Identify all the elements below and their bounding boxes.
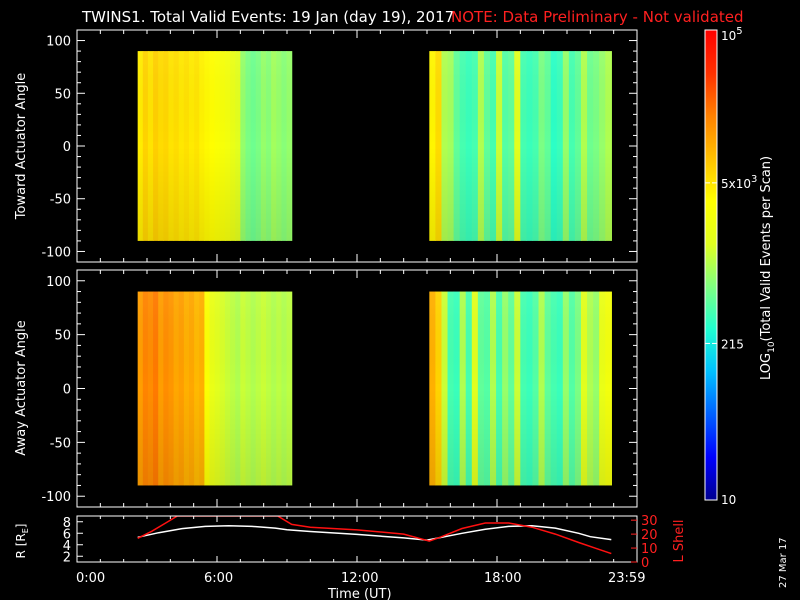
line-ytick-left-label-1: 6	[63, 527, 71, 542]
colorbar-tick-label-1: 5x103	[721, 174, 757, 191]
toward-block-1-shading	[429, 51, 612, 241]
away-ytick-label-3: -50	[50, 436, 71, 451]
colorbar-ticks: 105 5x103 215 10	[705, 26, 757, 507]
toward-ytick-label-4: -100	[41, 245, 71, 260]
xtick-label-4: 23:59	[608, 571, 645, 586]
toward-y-axis-label: Toward Actuator Angle	[14, 73, 29, 220]
r-re-series-line	[137, 525, 612, 541]
xtick-label-2: 12:00	[341, 571, 378, 586]
figure-title: TWINS1. Total Valid Events: 19 Jan (day …	[81, 8, 454, 26]
date-stamp: 27 Mar 17	[778, 537, 789, 588]
preliminary-note: NOTE: Data Preliminary - Not validated	[451, 8, 744, 26]
toward-ytick-label-1: 50	[54, 87, 71, 102]
line-ytick-right-label-2: 10	[641, 542, 658, 557]
away-y-axis-label: Away Actuator Angle	[14, 320, 29, 455]
colorbar-scale	[704, 29, 718, 501]
toward-ytick-label-3: -50	[50, 193, 71, 208]
away-ytick-label-2: 0	[63, 383, 71, 398]
l-shell-series-line	[137, 516, 612, 555]
xtick-label-3: 18:00	[484, 571, 521, 586]
away-ytick-label-1: 50	[54, 329, 71, 344]
line-ytick-left-label-3: 2	[63, 550, 71, 565]
line-ytick-left-label-0: 8	[63, 516, 71, 531]
away-block-1-shading	[429, 291, 612, 486]
away-ytick-label-0: 100	[46, 275, 71, 290]
colorbar-tick-label-0: 105	[721, 26, 743, 43]
colorbar-tick-label-3: 10	[721, 493, 736, 507]
xtick-label-1: 6:00	[204, 571, 233, 586]
colorbar-label: LOG10(Total Valid Events per Scan)	[759, 156, 777, 380]
toward-block-0-shading	[137, 51, 292, 241]
line-ytick-right-label-1: 20	[641, 528, 658, 543]
toward-ytick-label-2: 0	[63, 140, 71, 155]
r-re-axis-label: R [RE]	[14, 524, 30, 559]
line-panel-frame	[76, 515, 638, 563]
away-block-0-shading	[137, 291, 292, 486]
l-shell-axis-label: L Shell	[672, 519, 687, 562]
line-ytick-right-label-0: 30	[641, 514, 658, 529]
x-axis-label: Time (UT)	[327, 587, 392, 600]
away-actuator-panel: 100 50 0 -50 -100 Away Actuator Angle	[14, 269, 638, 508]
line-ytick-left-label-2: 4	[63, 539, 71, 554]
colorbar-tick-label-2: 215	[721, 337, 744, 351]
line-ytick-right-label-3: 0	[641, 556, 649, 571]
toward-ytick-label-0: 100	[46, 35, 71, 50]
colorbar: 105 5x103 215 10 LOG10(Total Valid Events p…	[704, 26, 777, 507]
xtick-label-0: 0:00	[76, 571, 105, 586]
toward-actuator-panel: 100 50 0 -50 -100 Toward Actuator Angle	[14, 29, 638, 263]
away-ytick-label-4: -100	[41, 490, 71, 505]
